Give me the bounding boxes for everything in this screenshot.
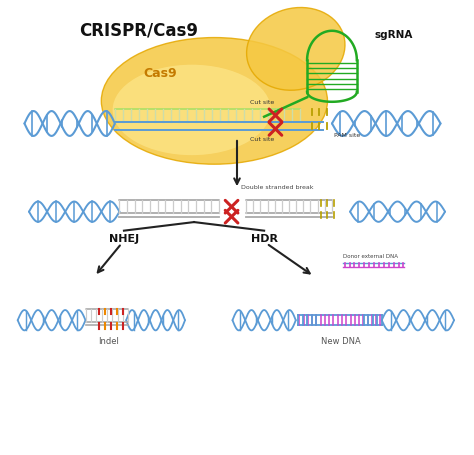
Text: Indel: Indel xyxy=(98,337,118,346)
Text: HDR: HDR xyxy=(251,234,278,244)
Text: sgRNA: sgRNA xyxy=(375,30,413,40)
Text: New DNA: New DNA xyxy=(321,337,361,346)
Text: Cut site: Cut site xyxy=(250,137,274,142)
Text: Donor external DNA: Donor external DNA xyxy=(343,254,398,259)
Ellipse shape xyxy=(113,65,271,155)
Ellipse shape xyxy=(246,7,345,90)
Text: Double stranded break: Double stranded break xyxy=(241,185,313,190)
Text: Cas9: Cas9 xyxy=(143,67,177,80)
Text: Cut site: Cut site xyxy=(250,101,274,106)
Text: CRISPR/Cas9: CRISPR/Cas9 xyxy=(79,22,198,40)
Ellipse shape xyxy=(101,38,328,164)
Text: NHEJ: NHEJ xyxy=(109,234,139,244)
Text: PAM site: PAM site xyxy=(334,132,361,137)
